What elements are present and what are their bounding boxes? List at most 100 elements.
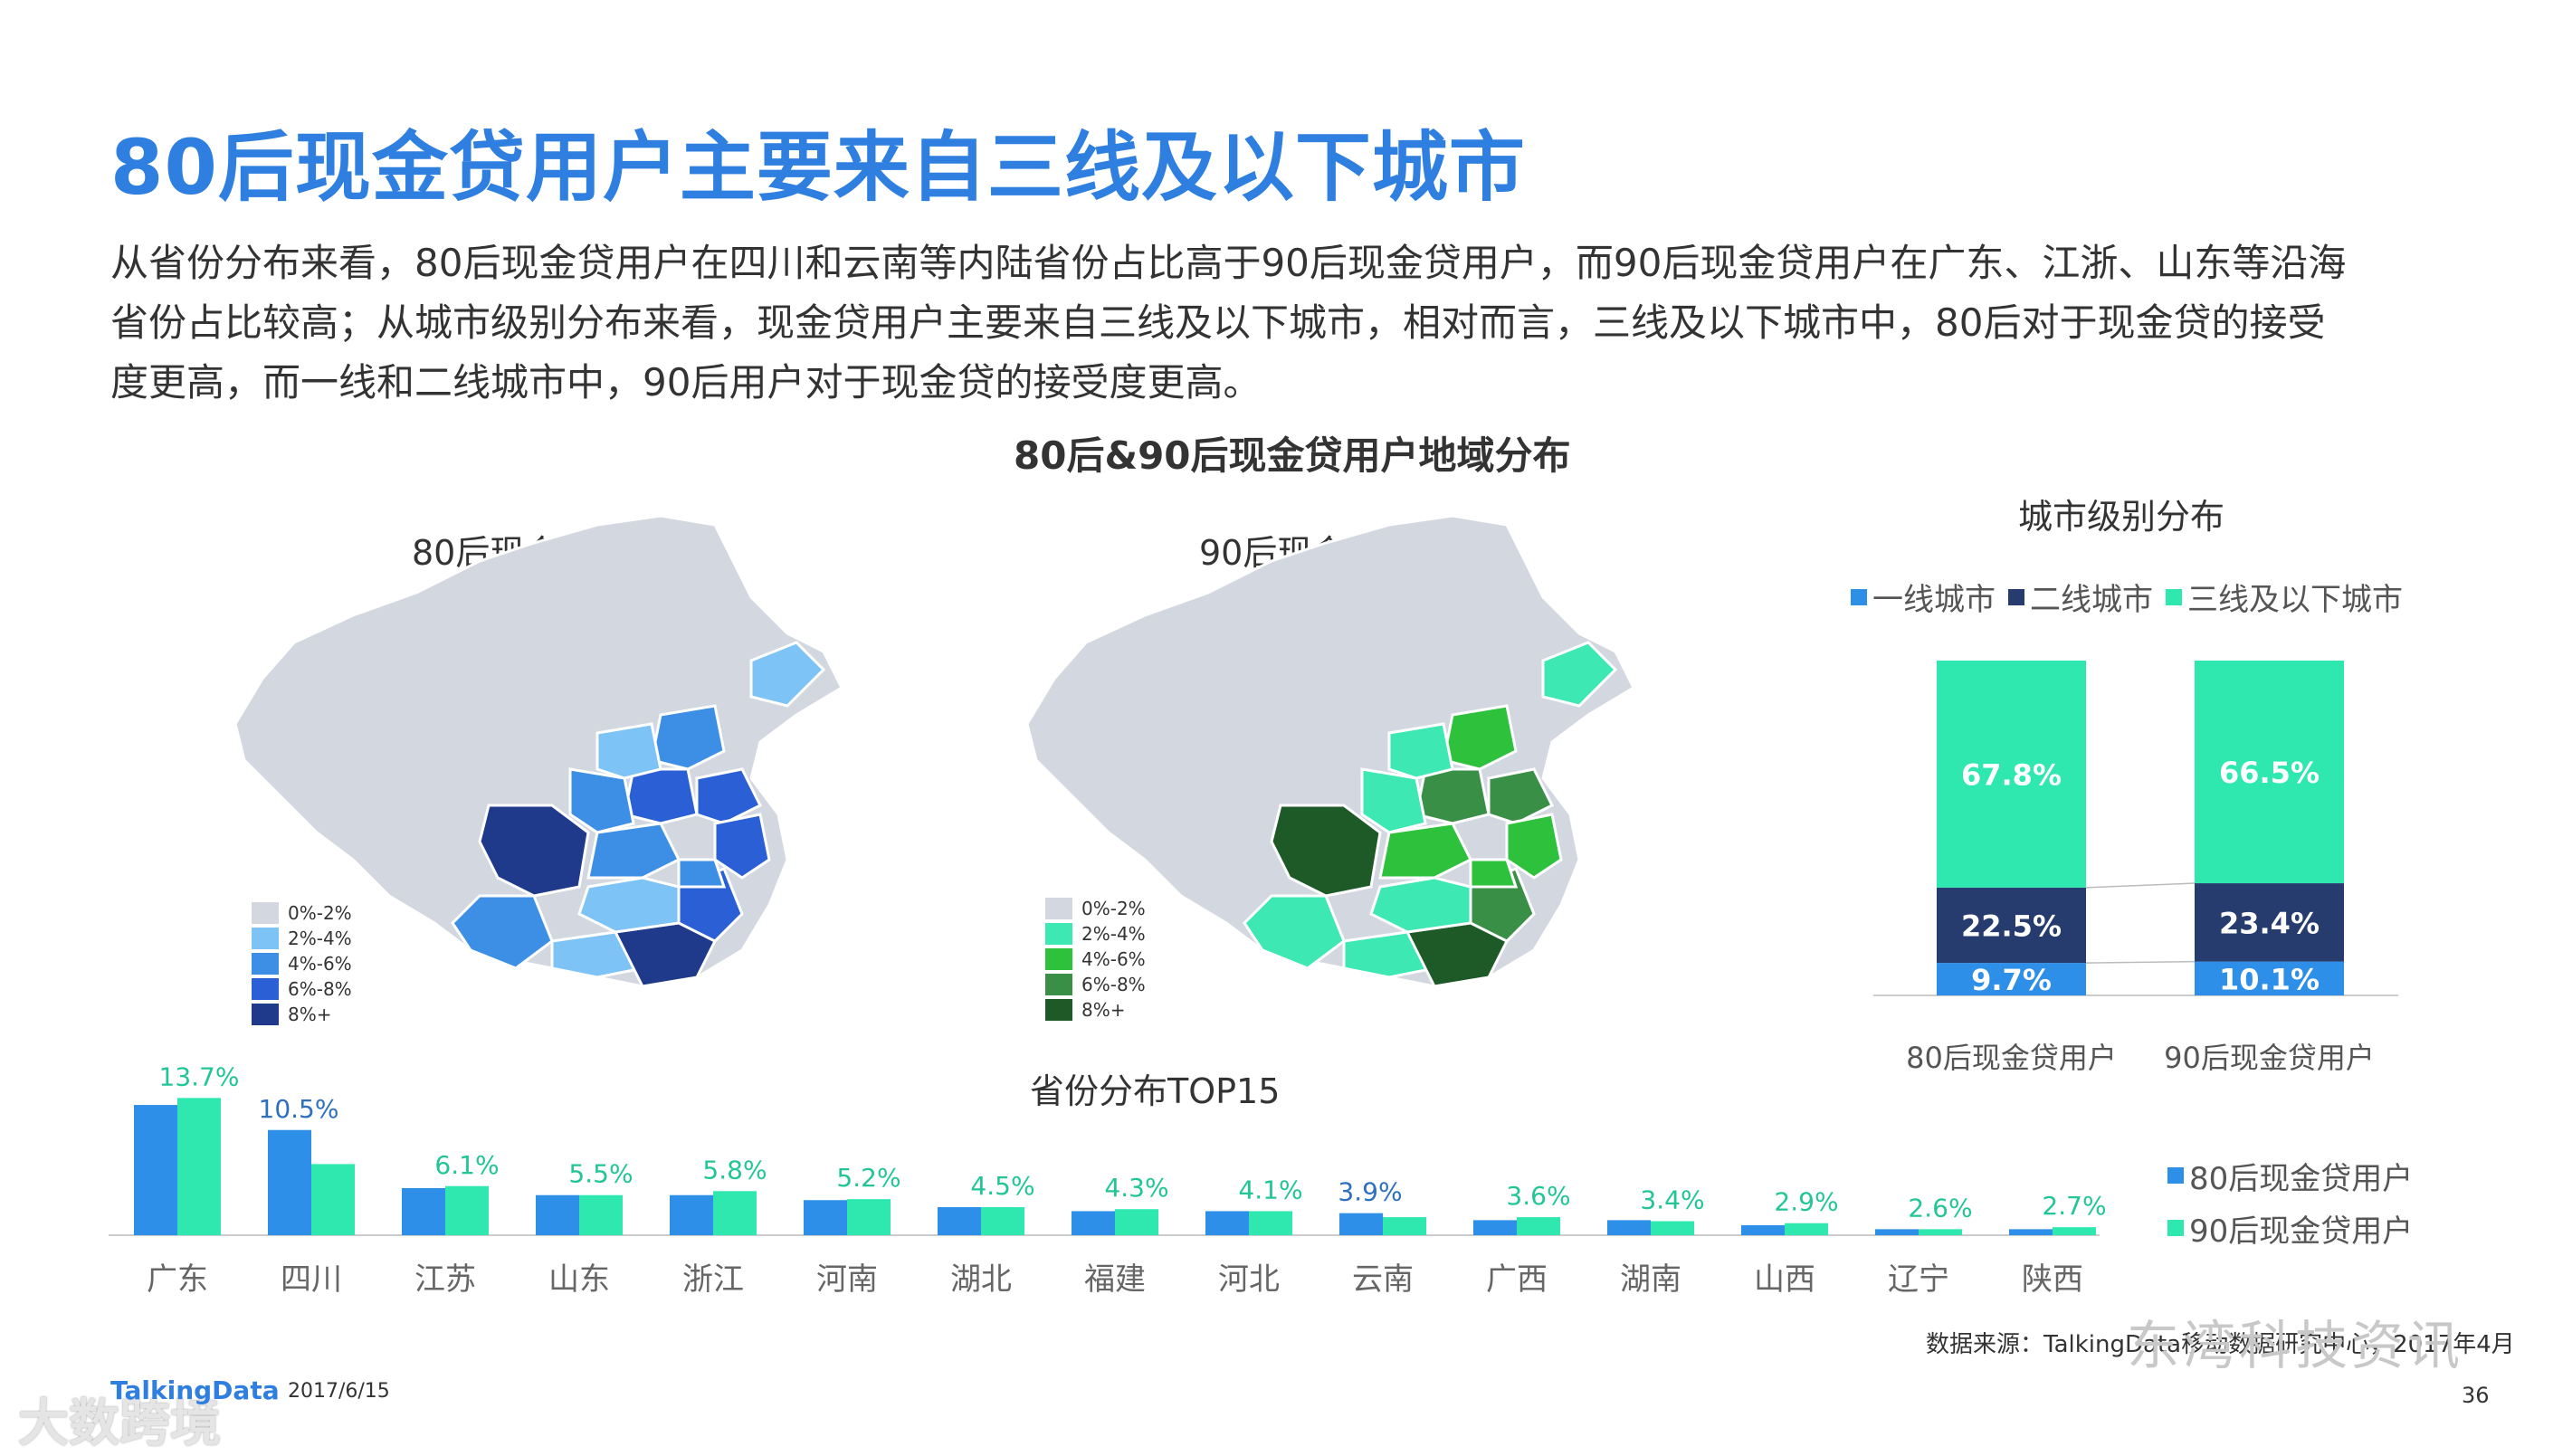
x-tick-label: 福建 [1084,1261,1146,1298]
china-map-80 [233,514,843,988]
province-region [1270,804,1382,898]
province-region [568,767,635,834]
stacked-bar-segment [2195,883,2344,962]
province-region [695,767,763,825]
legend-item: 8%+ [1045,997,1146,1023]
legend-swatch [252,1004,279,1025]
data-label: 4.1% [1238,1175,1302,1204]
data-label: 10.5% [259,1094,339,1124]
province-bar [1919,1229,1962,1235]
legend-swatch [252,953,279,975]
talkingdata-logo: TalkingData [110,1375,280,1405]
data-label: 67.8% [1961,757,2062,792]
city-tier-chart: 9.7% 22.5% 67.8% 80后现金贷用户 10.1% 23.4% 66.5% 90后… [1873,661,2398,1075]
province-bar [1205,1211,1249,1235]
x-tick-label: 山西 [1754,1261,1815,1298]
x-tick-label: 湖南 [1620,1261,1681,1298]
city-tier-title: 城市级别分布 [2018,497,2225,537]
legend-item: 6%-8% [1045,972,1146,997]
province-bar [670,1194,713,1235]
province-bar [981,1207,1024,1235]
province-bar [1339,1213,1383,1235]
province-region [478,804,590,898]
data-label: 66.5% [2219,756,2320,790]
x-tick-label: 湖北 [950,1261,1012,1298]
x-tick-label: 90后现金贷用户 [2164,1041,2375,1075]
x-tick-label: 陕西 [2022,1261,2083,1298]
data-label: 3.6% [1506,1181,1570,1211]
province-region [1387,722,1454,780]
page-number: 36 [2462,1383,2490,1408]
legend-item: 2%-4% [1045,921,1146,947]
province-region [1487,767,1555,825]
stacked-bar-segment [1937,887,2086,964]
legend-swatch [252,978,279,1000]
province-bar [804,1200,847,1235]
province-bar [177,1098,221,1235]
province-region [1360,767,1427,834]
intro-line: 从省份分布来看，80后现金贷用户在四川和云南等内陆省份占比高于90后现金贷用户，… [110,241,2347,285]
province-region [677,858,727,889]
intro-line: 省份占比较高；从城市级别分布来看，现金贷用户主要来自三线及以下城市，相对而言，三… [110,300,2326,345]
province-bar [445,1185,489,1235]
province-bar [1651,1221,1694,1235]
data-label: 9.7% [1971,963,2052,997]
province-region [749,641,826,708]
legend-item: 8%+ [252,1002,352,1027]
data-label: 13.7% [159,1061,240,1091]
province-bar [847,1199,891,1235]
legend-swatch [1045,974,1072,995]
stacked-bar-segment [1937,963,2086,995]
page-title: 80后现金贷用户主要来自三线及以下城市 [110,123,1526,212]
province-bar [2053,1227,2096,1235]
province-bar [1072,1211,1115,1235]
legend-item-90: 90后现金贷用户 [2167,1202,2413,1254]
x-tick-label: 河南 [816,1261,878,1298]
province-region [595,722,662,780]
province-bar [1875,1229,1919,1235]
province-bar [579,1194,623,1235]
province-bar [1383,1217,1426,1235]
x-tick-label: 河北 [1218,1261,1280,1298]
city-tier-legend: 一线城市 二线城市 三线及以下城市 [1851,575,2415,619]
intro-line: 度更高，而一线和二线城市中，90后用户对于现金贷的接受度更高。 [110,360,1262,404]
legend-label: 8%+ [1081,999,1126,1021]
map-80-legend: 0%-2% 2%-4% 4%-6% 6%-8% 8%+ [252,900,352,1027]
data-label: 4.3% [1104,1173,1168,1203]
legend-item: 4%-6% [252,951,352,976]
x-tick-label: 80后现金贷用户 [1906,1041,2117,1075]
data-label: 5.5% [568,1159,633,1189]
province-bar [134,1105,177,1235]
legend-label: 6%-8% [288,978,352,1000]
province-bar [713,1191,757,1235]
province-bar [1249,1211,1292,1235]
data-label: 2.9% [1774,1187,1838,1217]
province-region [623,767,699,825]
legend-label: 4%-6% [288,953,352,975]
province-region [586,822,681,880]
stacked-bar-segment [1937,661,2086,888]
province-bar [938,1207,981,1235]
legend-label: 2%-4% [288,928,352,949]
data-label: 23.4% [2219,906,2320,940]
legend-label: 4%-6% [1081,948,1146,970]
province-legend: 80后现金贷用户 90后现金贷用户 [2167,1149,2413,1254]
legend-item: 4%-6% [1045,947,1146,972]
watermark-right: 东湾科技资讯 [2127,1315,2464,1376]
data-source: 数据来源：TalkingData移动数据研究中心，2017年4月 [1926,1331,2515,1358]
legend-label: 2%-4% [1081,923,1146,945]
legend-item: 6%-8% [252,976,352,1002]
stacked-bar-segment [2195,961,2344,995]
legend-swatch [252,902,279,924]
data-label: 10.1% [2219,962,2320,996]
legend-label-90: 90后现金贷用户 [2189,1213,2414,1250]
legend-swatch [1045,999,1072,1021]
data-label: 5.8% [702,1155,767,1185]
legend-swatch [1045,898,1072,919]
province-region [1469,858,1519,889]
legend-item: 0%-2% [252,900,352,926]
province-region [1415,767,1491,825]
data-label: 22.5% [1961,909,2062,943]
legend-swatch-tier1 [1851,588,1867,605]
report-date: 2017/6/15 [288,1380,390,1403]
